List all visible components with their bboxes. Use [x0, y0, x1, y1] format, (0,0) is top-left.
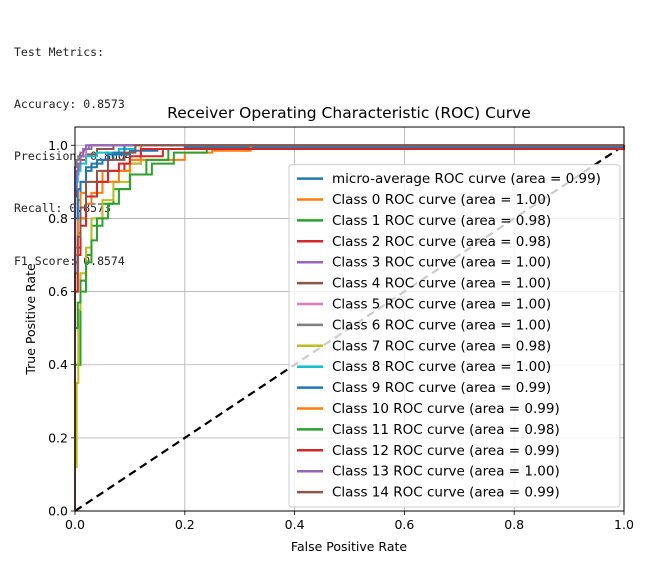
- series-lines: [74, 144, 625, 512]
- x-tick-label: 1.0: [614, 517, 634, 532]
- roc-series-line-10: [74, 144, 624, 511]
- roc-series-line-9: [74, 144, 624, 511]
- roc-series-line-12: [74, 145, 625, 511]
- x-tick-label: 0.6: [394, 517, 414, 532]
- roc-series-line-14: [74, 144, 624, 511]
- legend-entry-label: Class 4 ROC curve (area = 1.00): [332, 276, 551, 292]
- metrics-heading: Test Metrics:: [14, 44, 105, 59]
- legend-entry-label: micro-average ROC curve (area = 0.99): [332, 171, 601, 187]
- y-axis-label: True Positive Rate: [23, 263, 38, 376]
- legend-entry-label: Class 9 ROC curve (area = 0.99): [332, 380, 551, 396]
- legend-entry-label: Class 1 ROC curve (area = 0.98): [332, 213, 551, 229]
- x-tick-label: 0.4: [285, 517, 305, 532]
- legend-entry-label: Class 2 ROC curve (area = 0.98): [332, 234, 551, 250]
- legend-entry-label: Class 11 ROC curve (area = 0.98): [332, 422, 560, 438]
- legend-entry-label: Class 3 ROC curve (area = 1.00): [332, 255, 551, 271]
- legend-entry-label: Class 10 ROC curve (area = 0.99): [332, 401, 560, 417]
- legend-entry-label: Class 12 ROC curve (area = 0.99): [332, 443, 560, 459]
- y-tick-label: 1.0: [48, 138, 68, 153]
- accuracy-line: Accuracy: 0.8573: [14, 97, 125, 112]
- legend-entry-label: Class 5 ROC curve (area = 1.00): [332, 297, 551, 313]
- chart-title: Receiver Operating Characteristic (ROC) …: [167, 104, 531, 122]
- y-tick-label: 0.6: [48, 284, 68, 299]
- legend-entry-label: Class 6 ROC curve (area = 1.00): [332, 317, 551, 333]
- legend-entry-label: Class 14 ROC curve (area = 0.99): [332, 485, 560, 501]
- legend-entry-label: Class 13 ROC curve (area = 1.00): [332, 464, 560, 480]
- plot-frame: [74, 126, 625, 512]
- f1-score-line: F1 Score: 0.8574: [14, 253, 125, 268]
- roc-series-line-15: [74, 144, 624, 511]
- x-tick-label: 0.2: [175, 517, 195, 532]
- y-tick-label: 0.2: [48, 430, 68, 445]
- legend-entry-label: Class 7 ROC curve (area = 0.98): [332, 338, 551, 354]
- legend-box: [288, 164, 621, 508]
- x-tick-label: 0.8: [504, 517, 524, 532]
- legend-entry-label: Class 0 ROC curve (area = 1.00): [332, 192, 551, 208]
- y-tick-label: 0.4: [48, 357, 68, 372]
- y-tick-label: 0.8: [48, 211, 68, 226]
- axis-ticks: 0.0 0.2 0.4 0.6 0.8 1.0 0.0 0.2 0.4 0.6 0.8 1.0: [48, 138, 634, 532]
- legend: micro-average ROC curve (area = 0.99) Cla…: [288, 164, 621, 508]
- legend-entry-label: Class 8 ROC curve (area = 1.00): [332, 359, 551, 375]
- y-tick-label: 0.0: [48, 504, 68, 519]
- x-axis-label: False Positive Rate: [291, 539, 407, 554]
- x-tick-label: 0.0: [65, 517, 85, 532]
